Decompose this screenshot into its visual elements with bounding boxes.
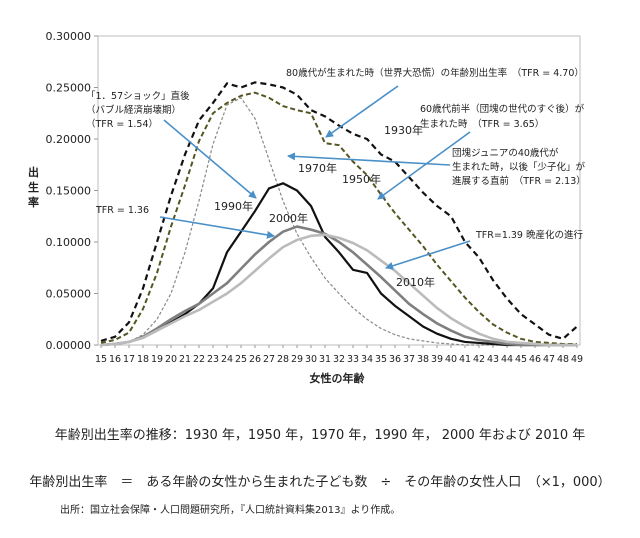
series-line-1950 — [100, 91, 577, 345]
x-tick-label: 29 — [291, 354, 303, 365]
x-tick-label: 40 — [445, 354, 457, 365]
x-tick-label: 36 — [389, 354, 401, 365]
series-label-1950: 1950年 — [342, 172, 381, 186]
x-tick-label: 35 — [375, 354, 387, 365]
y-axis-label: 出生率 — [28, 165, 39, 209]
x-tick-label: 27 — [263, 354, 275, 365]
x-tick-label: 31 — [319, 354, 331, 365]
x-tick-label: 22 — [193, 354, 205, 365]
x-tick-label: 47 — [543, 354, 555, 365]
annotation-a1970c: 進展する直前 （TFR = 2.13） — [452, 175, 586, 187]
y-tick-label: 0.30000 — [46, 30, 92, 43]
x-tick-label: 20 — [165, 354, 177, 365]
plot-frame — [97, 35, 581, 346]
x-tick-label: 37 — [403, 354, 415, 365]
x-tick-label: 39 — [431, 354, 443, 365]
x-tick-label: 30 — [305, 354, 317, 365]
x-tick-label: 44 — [501, 354, 513, 365]
x-tick-label: 46 — [529, 354, 541, 365]
fertility-chart: 0.00000 0.05000 0.10000 0.15000 0.20000 0.250… — [28, 30, 586, 385]
x-tick-label: 32 — [333, 354, 345, 365]
y-tick-label: 0.00000 — [46, 339, 92, 352]
annotation-a2000: TFR = 1.36 — [95, 205, 149, 216]
annotation-a1989a: 「1．57ショック」直後 — [86, 90, 190, 102]
annotation-arrow — [163, 119, 257, 199]
series-line-1990 — [100, 182, 577, 347]
annotation-a1970a: 団塊ジュニアの40歳代が — [452, 147, 559, 159]
series-line-2010 — [100, 233, 577, 347]
annotation-arrow — [287, 152, 451, 166]
series-lines — [100, 81, 578, 347]
x-tick-label: 17 — [123, 354, 135, 365]
y-tick-label: 0.15000 — [46, 185, 92, 198]
x-tick-label: 45 — [515, 354, 527, 365]
annotation-arrow — [377, 131, 471, 200]
series-label-1970: 1970年 — [298, 161, 337, 175]
annotation-a1950b: 生まれた時 （TFR = 3.65） — [420, 118, 544, 130]
series-line-1970 — [100, 97, 577, 346]
labels: 1930年 1950年 1970年 1990年 2000年 2010年 80歳代が生まれた時… — [86, 67, 586, 289]
annotation-a1950a: 60歳代前半（団塊の世代のすぐ後）が — [420, 103, 585, 115]
x-tick-label: 26 — [249, 354, 261, 365]
x-tick-label: 19 — [151, 354, 163, 365]
series-line-1930 — [100, 81, 578, 342]
annotation-a1989b: （バブル経済崩壊期） — [86, 104, 181, 116]
x-axis-label: 女性の年齢 — [310, 371, 366, 385]
annotation-a1989c: （TFR = 1.54） — [86, 118, 158, 130]
series-line-2000 — [100, 225, 577, 347]
x-tick-label: 48 — [557, 354, 569, 365]
annotation-a2010: TFR=1.39 晩産化の進行 — [475, 229, 584, 241]
x-tick-label: 42 — [473, 354, 485, 365]
x-tick-label: 21 — [179, 354, 191, 365]
y-tick-label: 0.10000 — [46, 236, 92, 249]
series-label-2000: 2000年 — [269, 211, 308, 225]
y-tick-label: 0.05000 — [46, 288, 92, 301]
x-tick-label: 24 — [221, 354, 233, 365]
x-tick-label: 28 — [277, 354, 289, 365]
annotation-arrow — [385, 240, 471, 270]
annotation-a1930: 80歳代が生まれた時（世界大恐慌）の年齢別出生率 （TFR = 4.70） — [286, 67, 584, 79]
x-tick-label: 18 — [137, 354, 149, 365]
series-label-1990: 1990年 — [214, 199, 253, 213]
axes: 0.00000 0.05000 0.10000 0.15000 0.20000 0.250… — [28, 30, 583, 385]
series-label-2010: 2010年 — [396, 275, 435, 289]
x-tick-label: 49 — [571, 354, 583, 365]
y-tick-label: 0.25000 — [46, 82, 92, 95]
annotation-arrow — [325, 85, 399, 138]
x-tick-label: 23 — [207, 354, 219, 365]
chart-caption-title: 年齢別出生率の推移：1930 年，1950 年，1970 年，1990 年， 2… — [54, 428, 586, 443]
x-tick-label: 15 — [95, 354, 107, 365]
annotation-arrows — [159, 85, 471, 270]
x-tick-label: 41 — [459, 354, 471, 365]
y-tick-label: 0.20000 — [46, 133, 92, 146]
annotation-a1970b: 生まれた時，以後「少子化」が — [452, 161, 586, 173]
annotation-arrow — [159, 216, 275, 239]
x-tick-label: 38 — [417, 354, 429, 365]
chart-source: 出所：国立社会保障・人口問題研究所，『人口統計資料集2013』より作成。 — [60, 505, 401, 516]
chart-caption-formula: 年齢別出生率 ＝ ある年齢の女性から生まれた子ども数 ÷ その年齢の女性人口 （… — [29, 475, 611, 490]
x-tick-label: 43 — [487, 354, 499, 365]
x-tick-label: 16 — [109, 354, 121, 365]
x-tick-label: 25 — [235, 354, 247, 365]
x-tick-label: 33 — [347, 354, 359, 365]
series-label-1930: 1930年 — [384, 123, 423, 137]
x-tick-label: 34 — [361, 354, 373, 365]
